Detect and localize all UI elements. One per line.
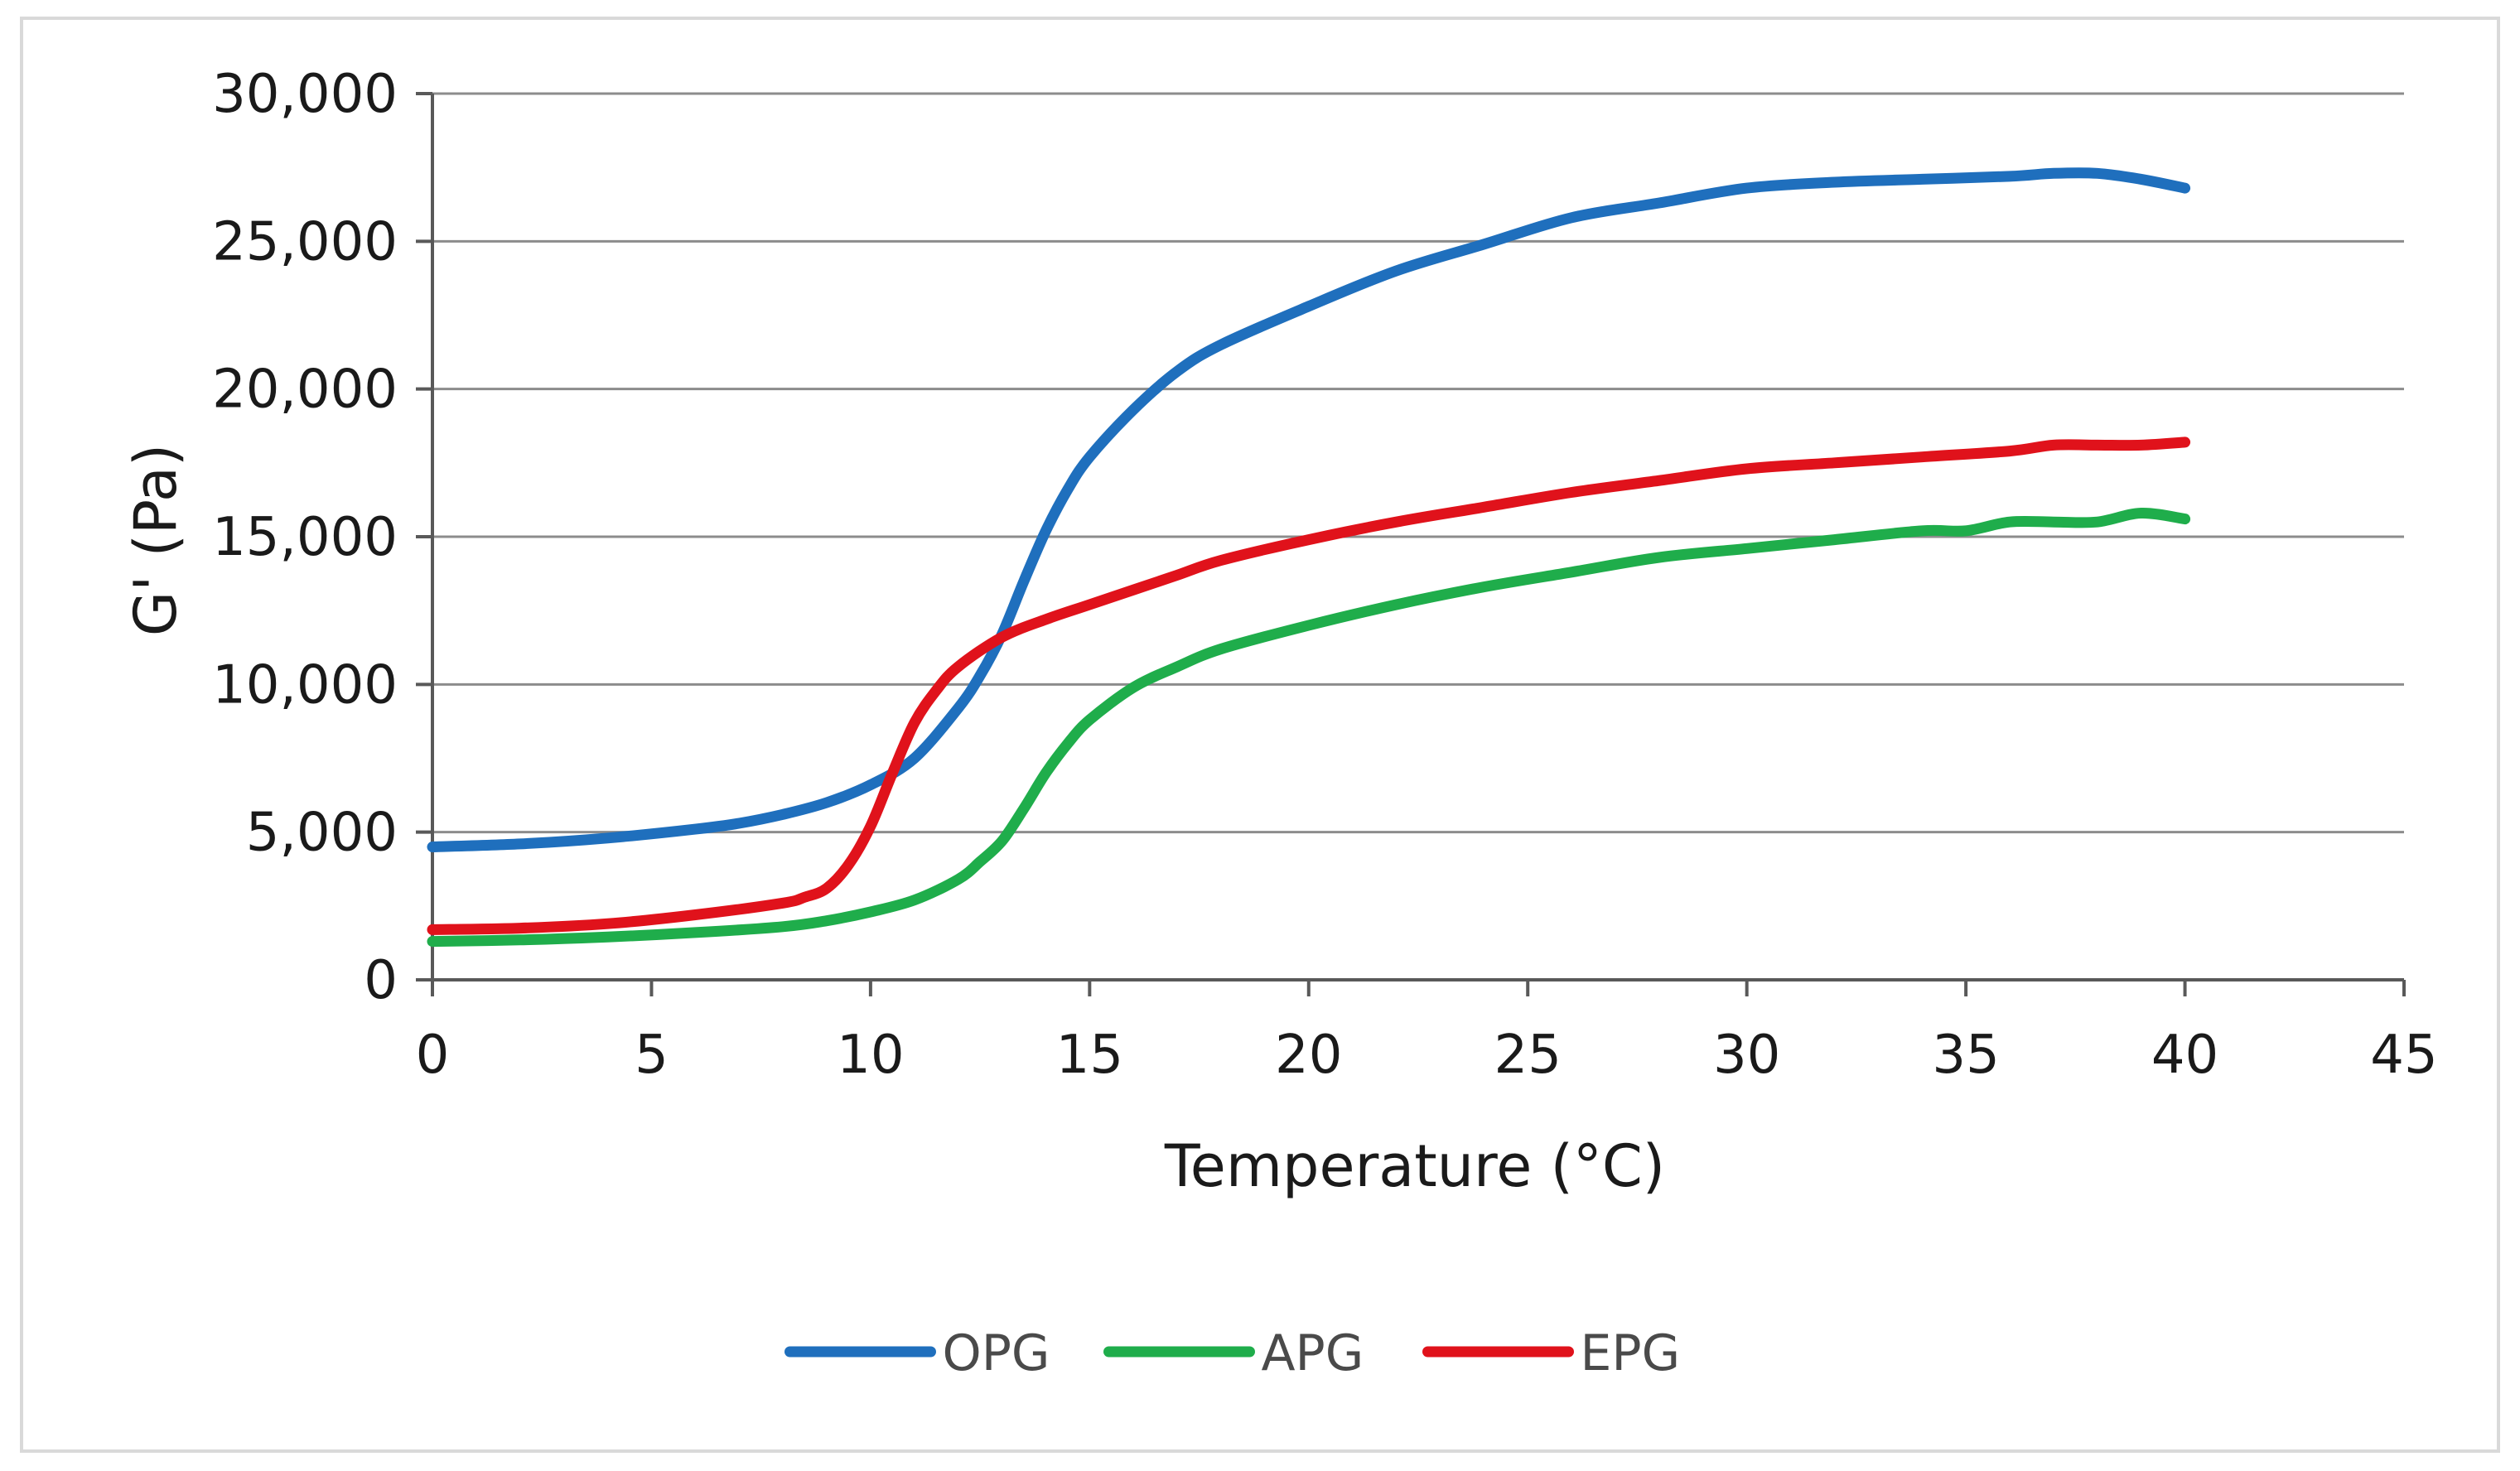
x-axis-title: Temperature (°C) bbox=[1164, 1132, 1665, 1200]
x-tick-label: 45 bbox=[2370, 1025, 2437, 1086]
legend-label-opg: OPG bbox=[943, 1324, 1050, 1382]
y-axis-title: G' (Pa) bbox=[122, 444, 190, 636]
y-tick-label: 10,000 bbox=[212, 654, 398, 716]
series-line-opg bbox=[427, 167, 2191, 852]
x-tick-label: 25 bbox=[1494, 1025, 1562, 1086]
y-tick-label: 20,000 bbox=[212, 359, 398, 421]
legend: OPG APG EPG bbox=[784, 1324, 1681, 1382]
x-tick-label: 0 bbox=[416, 1025, 450, 1086]
data-series bbox=[427, 167, 2191, 948]
legend-label-epg: EPG bbox=[1581, 1324, 1681, 1382]
series-line-epg bbox=[427, 436, 2191, 935]
x-tick-label: 40 bbox=[2151, 1025, 2218, 1086]
x-tick-label: 10 bbox=[837, 1025, 904, 1086]
gridlines bbox=[432, 92, 2404, 834]
x-tick-label: 5 bbox=[635, 1025, 669, 1086]
y-tick-label: 25,000 bbox=[212, 211, 398, 272]
x-tick-label: 15 bbox=[1056, 1025, 1123, 1086]
y-tick-label: 0 bbox=[364, 950, 398, 1011]
x-tick-label: 30 bbox=[1713, 1025, 1780, 1086]
y-tick-label: 5,000 bbox=[246, 803, 398, 864]
x-tick-label: 35 bbox=[1932, 1025, 1999, 1086]
y-tick-label: 15,000 bbox=[212, 507, 398, 568]
y-tick-label: 30,000 bbox=[212, 64, 398, 125]
legend-label-apg: APG bbox=[1262, 1324, 1364, 1382]
x-tick-label: 20 bbox=[1275, 1025, 1342, 1086]
axes bbox=[416, 92, 2406, 996]
series-line-apg bbox=[427, 507, 2191, 948]
tick-labels: 0 5,000 10,000 15,000 20,000 25,000 30,000 0 5 10… bbox=[212, 64, 2438, 1086]
